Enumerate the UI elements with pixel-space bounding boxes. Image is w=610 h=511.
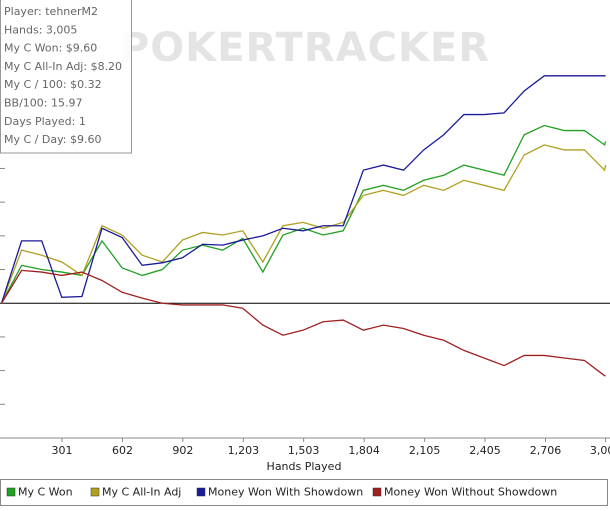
legend-swatch bbox=[196, 487, 206, 497]
info-line: Hands: 3,005 bbox=[4, 23, 77, 36]
info-line: Player: tehnerM2 bbox=[4, 5, 98, 18]
series-line bbox=[0, 75, 606, 304]
legend-label: My C Won bbox=[18, 486, 73, 499]
info-line: My C / Day: $9.60 bbox=[4, 133, 102, 146]
legend-label: My C All-In Adj bbox=[102, 486, 181, 499]
x-tick-label: 1,503 bbox=[288, 444, 320, 457]
info-box: Player: tehnerM2 Hands: 3,005 My C Won: $9… bbox=[0, 0, 132, 154]
x-tick-label: 2,405 bbox=[469, 444, 501, 457]
legend-label: Money Won Without Showdown bbox=[384, 486, 557, 499]
info-line: My C / 100: $0.32 bbox=[4, 78, 102, 91]
info-line: My C All-In Adj: $8.20 bbox=[4, 60, 122, 73]
x-tick-label: 602 bbox=[112, 444, 133, 457]
x-tick-label: 902 bbox=[172, 444, 193, 457]
info-background bbox=[0, 0, 132, 154]
info-line: Days Played: 1 bbox=[4, 115, 86, 128]
x-tick-label: 1,804 bbox=[348, 444, 380, 457]
legend bbox=[0, 479, 608, 506]
legend-label: Money Won With Showdown bbox=[208, 486, 363, 499]
x-tick-label: 3,005 bbox=[590, 444, 610, 457]
x-tick-label: 301 bbox=[52, 444, 73, 457]
legend-swatch bbox=[372, 487, 382, 497]
x-tick-label: 2,105 bbox=[409, 444, 441, 457]
series-line bbox=[0, 269, 606, 377]
legend-swatch bbox=[90, 487, 100, 497]
watermark: POKERTRACKER bbox=[120, 25, 490, 71]
legend-swatch bbox=[6, 487, 16, 497]
x-axis-label: Hands Played bbox=[267, 460, 342, 473]
series-line bbox=[0, 144, 607, 304]
x-tick-label: 2,706 bbox=[530, 444, 562, 457]
x-tick-label: 1,203 bbox=[228, 444, 260, 457]
series-line bbox=[0, 124, 607, 304]
info-line: BB/100: 15.97 bbox=[4, 97, 83, 110]
info-line: My C Won: $9.60 bbox=[4, 42, 97, 55]
